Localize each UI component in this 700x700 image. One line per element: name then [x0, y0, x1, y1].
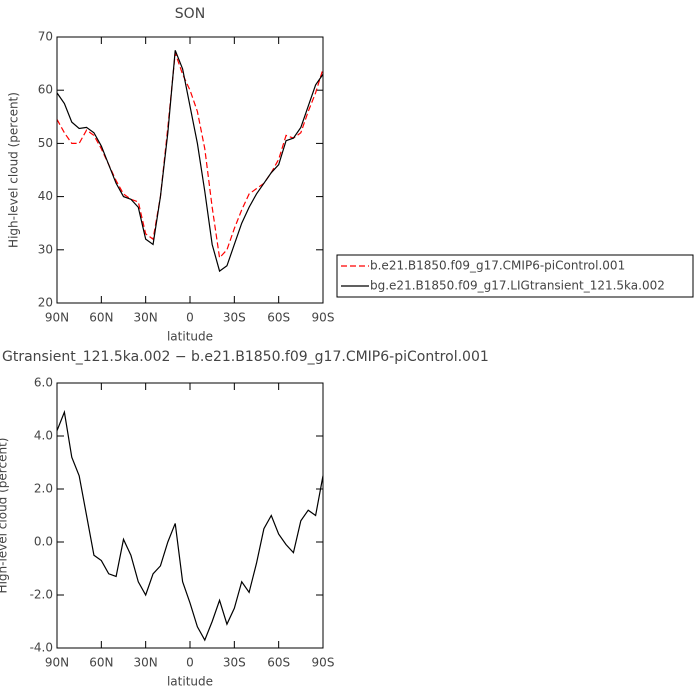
- x-tick-label: 30N: [134, 311, 158, 325]
- y-tick-label: 30: [38, 242, 53, 256]
- chart-title: SON: [175, 6, 205, 22]
- y-axis-label: High-level cloud (percent): [7, 92, 21, 248]
- legend-label: bg.e21.B1850.f09_g17.LIGtransient_121.5k…: [370, 279, 665, 293]
- series-line: [56, 409, 324, 642]
- y-tick-label: 70: [38, 30, 53, 44]
- y-axis-label: High-level cloud (percent): [0, 438, 10, 594]
- y-tick-label: 50: [38, 136, 53, 150]
- x-axis-label: latitude: [167, 675, 213, 689]
- y-tick-label: -2.0: [30, 588, 53, 602]
- x-tick-label: 30S: [223, 656, 246, 670]
- x-tick-label: 0: [186, 656, 194, 670]
- series-line: [56, 50, 324, 273]
- x-tick-label: 60N: [89, 311, 113, 325]
- y-tick-label: 2.0: [34, 482, 53, 496]
- plot-frame: [56, 36, 324, 304]
- series-line: [56, 52, 324, 260]
- y-tick-label: 60: [38, 83, 53, 97]
- y-tick-label: 20: [38, 296, 53, 310]
- x-tick-label: 90N: [45, 311, 69, 325]
- y-tick-label: 40: [38, 189, 53, 203]
- x-tick-label: 0: [186, 311, 194, 325]
- legend-label: b.e21.B1850.f09_g17.CMIP6-piControl.001: [370, 259, 625, 273]
- chart-title: Gtransient_121.5ka.002 − b.e21.B1850.f09…: [2, 349, 489, 365]
- plot-frame: [56, 382, 324, 649]
- x-tick-label: 90S: [312, 311, 335, 325]
- x-tick-label: 60S: [267, 311, 290, 325]
- y-tick-label: 6.0: [34, 376, 53, 390]
- y-tick-label: 4.0: [34, 429, 53, 443]
- x-tick-label: 60S: [267, 656, 290, 670]
- x-tick-label: 60N: [89, 656, 113, 670]
- x-tick-label: 30S: [223, 311, 246, 325]
- x-tick-label: 90N: [45, 656, 69, 670]
- y-tick-label: 0.0: [34, 535, 53, 549]
- y-tick-label: -4.0: [30, 641, 53, 655]
- panel: SON latitude High-level cloud (percent) 90N…: [7, 6, 694, 344]
- panel: Gtransient_121.5ka.002 − b.e21.B1850.f09…: [0, 349, 489, 689]
- x-tick-label: 30N: [134, 656, 158, 670]
- x-tick-label: 90S: [312, 656, 335, 670]
- legend-box: [336, 254, 694, 298]
- x-axis-label: latitude: [167, 330, 213, 344]
